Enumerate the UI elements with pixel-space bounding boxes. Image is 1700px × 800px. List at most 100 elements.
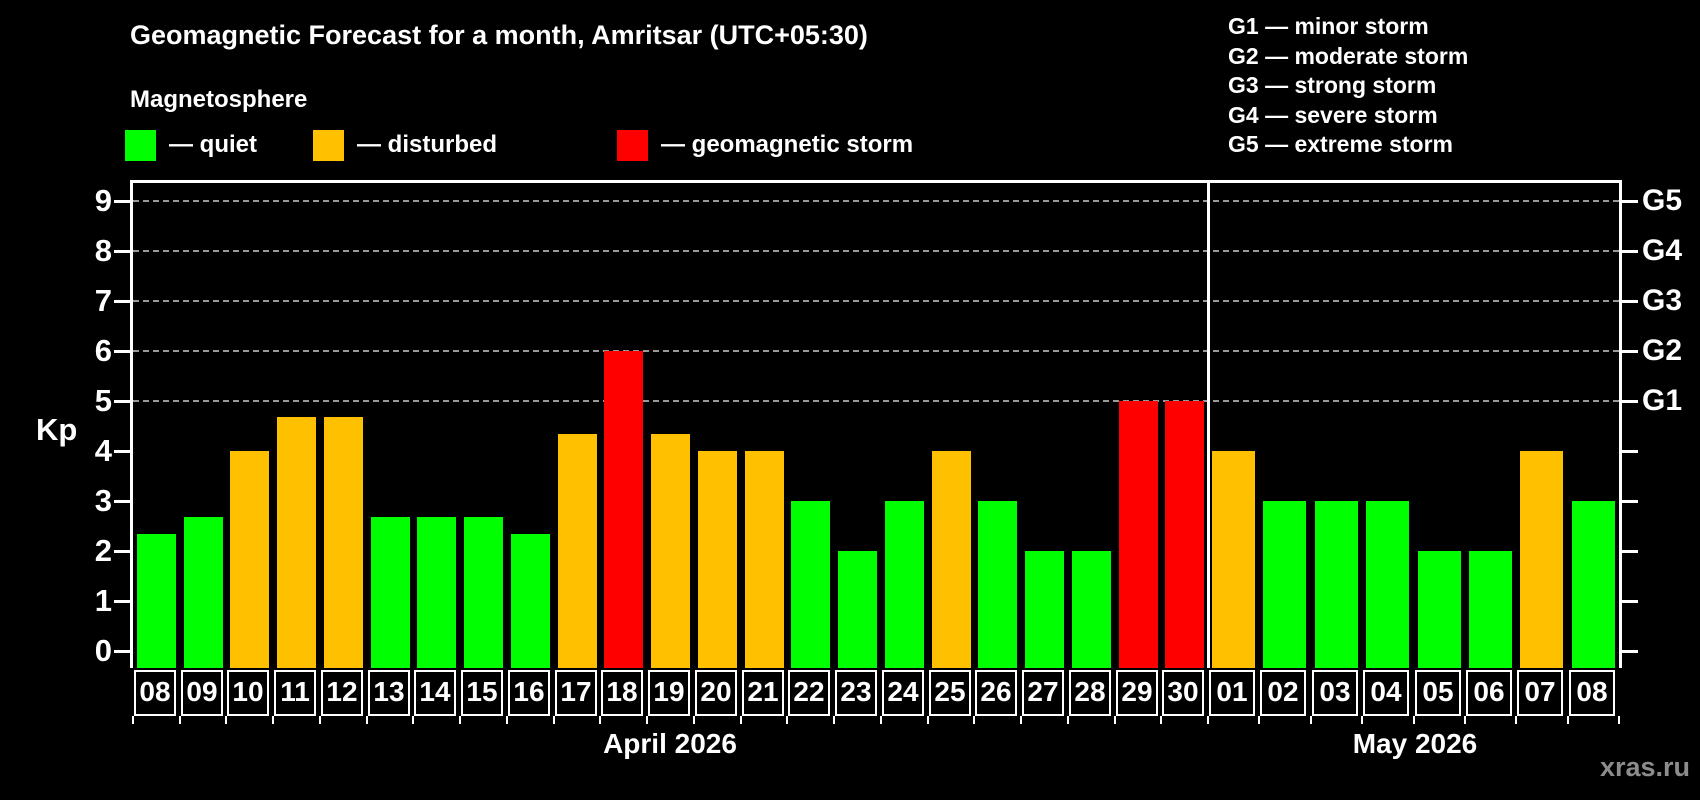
date-boundary-tick xyxy=(1207,716,1209,724)
date-boundary-tick xyxy=(1515,716,1517,724)
quiet-swatch xyxy=(125,129,156,161)
y-tick-label-5: 5 xyxy=(94,383,112,418)
kp-bar-april-26 xyxy=(978,501,1017,668)
g-axis-label-g2: G2 xyxy=(1642,334,1683,367)
month-label-april: April 2026 xyxy=(603,728,737,759)
right-tick-1 xyxy=(1622,600,1638,603)
kp-bar-april-21 xyxy=(745,451,784,668)
left-tick-9 xyxy=(114,200,130,203)
date-cell-01: 01 xyxy=(1209,670,1255,716)
y-tick-label-8: 8 xyxy=(94,233,112,268)
left-tick-4 xyxy=(114,450,130,453)
right-tick-6 xyxy=(1622,350,1638,353)
kp-bar-april-24 xyxy=(885,501,924,668)
kp-bar-may-03 xyxy=(1315,501,1358,668)
right-tick-9 xyxy=(1622,200,1638,203)
left-tick-8 xyxy=(114,250,130,253)
g1-legend-line: G1 — minor storm xyxy=(1228,13,1429,39)
right-tick-4 xyxy=(1622,450,1638,453)
left-tick-3 xyxy=(114,500,130,503)
date-boundary-tick xyxy=(412,716,414,724)
date-boundary-tick xyxy=(366,716,368,724)
y-tick-label-4: 4 xyxy=(94,433,112,468)
date-cell-05: 05 xyxy=(1415,670,1461,716)
y-tick-label-6: 6 xyxy=(94,333,112,368)
disturbed-swatch xyxy=(313,129,344,161)
date-cell-21: 21 xyxy=(742,670,784,716)
storm-swatch xyxy=(617,129,648,161)
kp-bar-april-08 xyxy=(137,534,176,668)
date-cell-10: 10 xyxy=(227,670,269,716)
date-boundary-tick xyxy=(1413,716,1415,724)
date-cell-13: 13 xyxy=(368,670,410,716)
kp-bar-april-22 xyxy=(791,501,830,668)
kp-bar-april-12 xyxy=(324,417,363,668)
date-boundary-tick xyxy=(1020,716,1022,724)
right-tick-8 xyxy=(1622,250,1638,253)
date-boundary-tick xyxy=(553,716,555,724)
g2-legend-line: G2 — moderate storm xyxy=(1228,42,1469,69)
legend-item-storm: — geomagnetic storm xyxy=(617,128,913,162)
y-tick-label-9: 9 xyxy=(94,183,112,218)
g-axis-label-g4: G4 xyxy=(1642,234,1683,267)
date-boundary-tick xyxy=(459,716,461,724)
date-cell-26: 26 xyxy=(975,670,1017,716)
date-cell-30: 30 xyxy=(1162,670,1204,716)
y-tick-label-0: 0 xyxy=(94,633,112,668)
gridline-kp9 xyxy=(133,200,1619,202)
date-boundary-tick xyxy=(319,716,321,724)
date-cell-16: 16 xyxy=(508,670,550,716)
kp-bar-may-05 xyxy=(1418,551,1461,668)
date-boundary-tick xyxy=(179,716,181,724)
left-tick-0 xyxy=(114,650,130,653)
date-boundary-tick xyxy=(1067,716,1069,724)
g-axis-label-g5: G5 xyxy=(1642,184,1683,217)
kp-bar-april-30 xyxy=(1165,401,1204,668)
legend-disturbed-label: — disturbed xyxy=(357,131,498,158)
gridline-kp7 xyxy=(133,300,1619,302)
g4-legend-line: G4 — severe storm xyxy=(1228,101,1438,128)
right-tick-5 xyxy=(1622,400,1638,403)
right-tick-3 xyxy=(1622,500,1638,503)
date-boundary-tick xyxy=(880,716,882,724)
kp-bar-may-04 xyxy=(1366,501,1409,668)
kp-bar-april-11 xyxy=(277,417,316,668)
kp-bar-april-10 xyxy=(230,451,269,668)
date-cell-25: 25 xyxy=(929,670,971,716)
y-tick-label-3: 3 xyxy=(94,483,112,518)
date-cell-29: 29 xyxy=(1116,670,1158,716)
right-tick-2 xyxy=(1622,550,1638,553)
date-cell-27: 27 xyxy=(1022,670,1064,716)
date-boundary-tick xyxy=(786,716,788,724)
kp-bar-april-15 xyxy=(464,517,503,668)
kp-bar-may-07 xyxy=(1520,451,1563,668)
date-boundary-tick xyxy=(225,716,227,724)
kp-bar-april-18 xyxy=(604,351,643,668)
y-axis-label: Kp xyxy=(36,412,78,447)
date-cell-22: 22 xyxy=(788,670,830,716)
g3-legend-line: G3 — strong storm xyxy=(1228,72,1437,98)
kp-bar-may-01 xyxy=(1212,451,1255,668)
date-boundary-tick xyxy=(1310,716,1312,724)
date-axis: 08 09 10 11 12 13 14 15 16 17 18 19 20 21 22 23 24 25 26 27… xyxy=(133,670,1619,716)
g-scale-legend: G1 — minor storm G2 — moderate storm G3 … xyxy=(1228,12,1468,160)
kp-bar-april-29 xyxy=(1119,401,1158,668)
y-tick-label-1: 1 xyxy=(94,583,112,618)
left-tick-2 xyxy=(114,550,130,553)
date-boundary-tick xyxy=(833,716,835,724)
date-cell-08: 08 xyxy=(1569,670,1615,716)
date-boundary-tick xyxy=(693,716,695,724)
gridline-kp5 xyxy=(133,400,1619,402)
date-boundary-tick xyxy=(1567,716,1569,724)
left-tick-7 xyxy=(114,300,130,303)
date-boundary-tick xyxy=(272,716,274,724)
date-cell-07: 07 xyxy=(1517,670,1563,716)
left-tick-6 xyxy=(114,350,130,353)
date-cell-11: 11 xyxy=(274,670,316,716)
legend-item-disturbed: — disturbed xyxy=(313,128,497,162)
g5-legend-line: G5 — extreme storm xyxy=(1228,131,1453,157)
kp-bar-april-23 xyxy=(838,551,877,668)
date-cell-14: 14 xyxy=(414,670,456,716)
date-boundary-tick xyxy=(740,716,742,724)
